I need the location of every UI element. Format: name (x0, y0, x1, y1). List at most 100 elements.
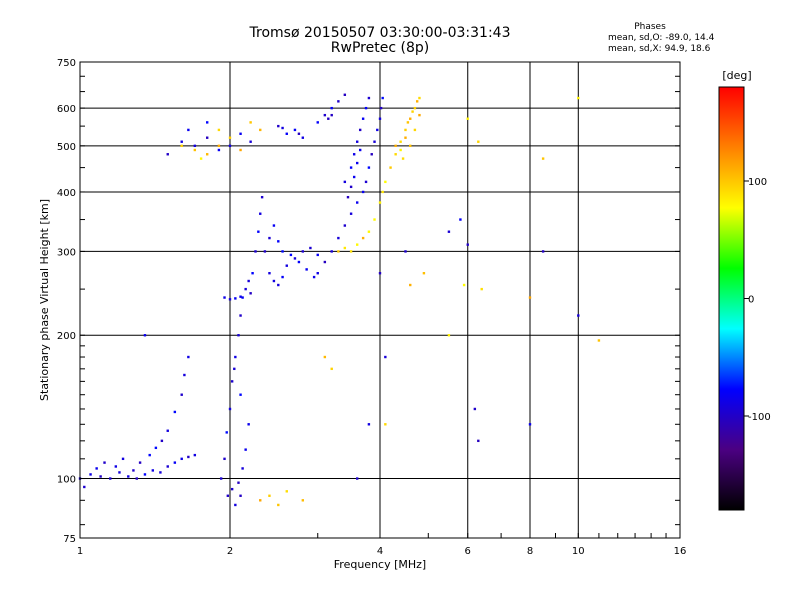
data-point (367, 230, 371, 233)
data-point (399, 148, 402, 152)
data-point (260, 195, 264, 199)
data-point (237, 481, 240, 484)
data-point (447, 334, 451, 337)
data-point (239, 494, 242, 497)
data-point (541, 157, 545, 160)
data-point (389, 166, 392, 169)
data-point (346, 195, 350, 199)
data-point (373, 140, 376, 143)
data-point (249, 121, 252, 124)
phases-stats-title: Phases (634, 22, 666, 32)
data-point (193, 453, 197, 457)
data-point (293, 128, 297, 132)
chart-title: Tromsø 20150507 03:30:00-03:31:43 (249, 25, 511, 41)
x-tick-label: 1 (77, 546, 83, 557)
data-point (378, 201, 382, 204)
data-point (217, 148, 221, 152)
data-point (330, 113, 333, 117)
data-point (166, 153, 169, 156)
y-tick-label: 100 (57, 475, 76, 486)
data-point (277, 503, 280, 507)
data-point (312, 275, 316, 279)
data-point (259, 499, 262, 502)
data-point (384, 180, 387, 184)
phase-stats-o: mean, sd,O: -89.0, 14.4 (608, 33, 715, 43)
data-point (370, 153, 373, 156)
data-point (384, 355, 387, 359)
x-tick-label: 10 (572, 546, 585, 557)
data-point (309, 246, 312, 250)
data-point (247, 279, 250, 283)
data-point (121, 457, 125, 461)
data-point (151, 469, 155, 472)
data-point (466, 243, 469, 246)
data-point (127, 475, 130, 478)
data-point (404, 128, 407, 132)
data-point (259, 128, 262, 132)
data-point (241, 467, 244, 470)
data-point (183, 373, 186, 377)
data-point (254, 250, 257, 253)
data-point (330, 367, 333, 371)
data-points (78, 93, 601, 507)
data-point (247, 423, 250, 426)
data-point (277, 124, 280, 128)
data-point (349, 166, 353, 169)
x-tick-label: 2 (227, 546, 233, 557)
data-point (480, 287, 483, 291)
data-point (285, 132, 288, 135)
data-point (415, 100, 419, 103)
data-point (394, 144, 397, 148)
data-point (268, 272, 271, 275)
data-point (180, 393, 183, 396)
colorbar-gradient (718, 86, 745, 511)
data-point (367, 166, 371, 169)
data-point (114, 465, 118, 468)
data-point (358, 148, 362, 152)
x-tick-label: 8 (527, 546, 533, 557)
data-point (249, 292, 252, 295)
data-point (241, 296, 244, 299)
data-point (225, 431, 228, 434)
y-tick-label: 75 (63, 534, 76, 545)
data-point (404, 136, 407, 139)
data-point (323, 113, 327, 117)
data-point (418, 96, 421, 100)
data-point (180, 144, 183, 148)
data-point (316, 272, 319, 275)
data-point (597, 339, 601, 342)
colorbar-tick-label: 0 (748, 295, 754, 306)
data-point (409, 117, 412, 120)
data-point (187, 128, 190, 132)
x-tick-label: 6 (465, 546, 471, 557)
data-point (173, 410, 177, 414)
colorbar-tick-label: 100 (748, 177, 767, 188)
phase-colorbar: [deg] 100 0 -100 (718, 69, 771, 511)
data-point (228, 407, 232, 411)
data-point (257, 230, 260, 233)
y-tick-label: 300 (57, 247, 76, 258)
data-point (401, 157, 405, 160)
data-point (251, 272, 254, 275)
data-point (205, 153, 209, 156)
data-point (109, 477, 112, 480)
data-point (193, 144, 197, 148)
data-point (143, 334, 147, 337)
x-axis-label: Frequency [MHz] (334, 558, 426, 571)
data-point (349, 185, 353, 189)
data-point (394, 153, 397, 156)
data-point (285, 264, 288, 267)
data-point (462, 283, 466, 287)
data-point (355, 477, 359, 480)
y-tick-label: 200 (57, 331, 76, 342)
data-point (327, 117, 330, 120)
data-point (263, 250, 267, 253)
data-point (379, 106, 383, 110)
data-point (103, 461, 106, 464)
data-point (180, 140, 183, 143)
data-point (343, 93, 347, 96)
data-point (323, 355, 327, 359)
data-point (277, 240, 280, 243)
data-point (301, 499, 305, 502)
